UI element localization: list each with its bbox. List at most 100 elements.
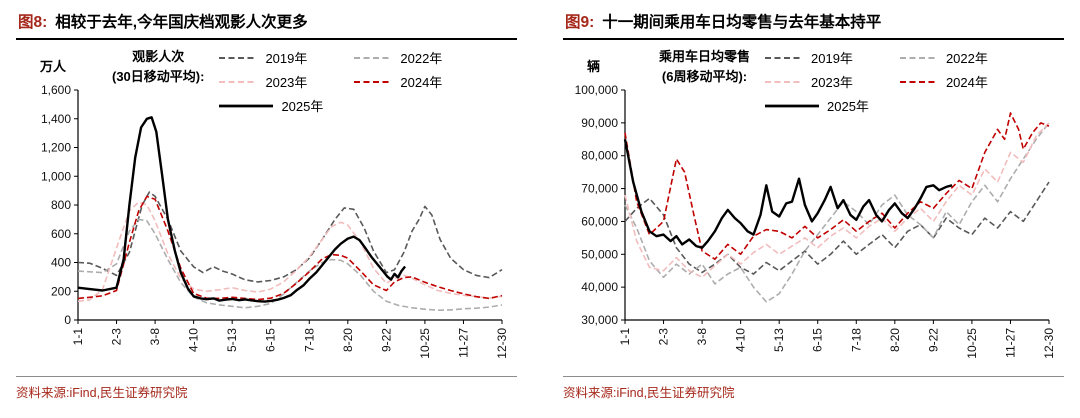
legend-item-2025年: 2025年: [218, 96, 323, 115]
legend-line-sample: [354, 80, 393, 83]
y-tick-label: 60,000: [581, 214, 618, 228]
x-tick-label: 11-27: [456, 328, 470, 358]
legend-line-sample: [219, 56, 258, 59]
legend-label: 2023年: [265, 75, 308, 90]
legend-line-sample: [899, 56, 938, 59]
series-line-2024年: [624, 112, 1050, 260]
legend-label: 2023年: [811, 75, 853, 90]
y-tick-label: 70,000: [581, 182, 618, 196]
x-tick-label: 6-15: [264, 328, 278, 352]
x-tick-label: 5-13: [772, 328, 786, 352]
x-tick-label: 7-18: [302, 328, 316, 352]
legend-item-2022年: 2022年: [899, 48, 988, 67]
figure-title: 十一期间乘用车日均零售与去年基本持平: [602, 14, 882, 31]
y-tick-label: 100,000: [575, 83, 619, 97]
figure-tag: 图8:: [18, 14, 48, 31]
legend-item-2019年: 2019年: [218, 48, 323, 67]
legend-label: 2025年: [281, 99, 324, 114]
x-tick-label: 7-18: [849, 328, 863, 352]
x-tick-label: 5-13: [225, 328, 239, 352]
series-line-2023年: [77, 201, 503, 303]
series-line-2025年: [77, 116, 407, 303]
legend-title-line1: 乘用车日均零售: [659, 49, 751, 64]
x-tick-label: 12-30: [1042, 328, 1056, 359]
x-tick-label: 6-15: [811, 328, 825, 352]
x-tick-label: 9-22: [379, 328, 393, 352]
line-chart-movie-attendance: 0 200 400 600 800 1,000 1,200 1,400 1,600 1-1 2-3 3…: [41, 83, 509, 359]
y-tick-label: 0: [64, 313, 71, 327]
x-tick-label: 8-20: [888, 328, 902, 352]
legend-line-sample: [765, 104, 820, 107]
y-tick-label: 800: [51, 198, 71, 212]
y-tick-label: 90,000: [581, 116, 618, 130]
legend-items: 2019年 2022年 2023年 2024年 2025年: [218, 42, 442, 115]
legend-items: 2019年 2022年 2023年 2024年 2025年: [764, 42, 988, 115]
legend-line-sample: [765, 56, 804, 59]
x-tick-label: 1-1: [71, 328, 85, 346]
series-line-2022年: [77, 218, 503, 311]
legend-item-2023年: 2023年: [218, 72, 323, 91]
y-axis-unit-label: 辆: [587, 59, 601, 74]
legend-line-sample: [354, 56, 393, 59]
legend-label: 2024年: [400, 75, 443, 90]
y-tick-label: 1,600: [41, 83, 71, 97]
x-tick-label: 12-30: [495, 328, 509, 359]
x-tick-label: 10-25: [965, 328, 979, 359]
x-tick-label: 11-27: [1003, 328, 1017, 358]
legend-label: 2024年: [945, 75, 988, 90]
y-tick-label: 40,000: [581, 280, 618, 294]
chart-region: 万人 观影人次 (30日移动平均): 2019年 2022年 2023年 2024年 2…: [16, 42, 517, 374]
legend-item-2025年: 2025年: [764, 96, 869, 115]
y-tick-label: 80,000: [581, 149, 618, 163]
x-tick-label: 10-25: [418, 328, 432, 359]
y-axis-unit-label: 万人: [40, 59, 67, 74]
legend-title-line1: 观影人次: [132, 49, 185, 64]
legend-title: 乘用车日均零售 (6周移动平均):: [659, 42, 750, 87]
chart-legend: 观影人次 (30日移动平均): 2019年 2022年 2023年 2024年 2025…: [112, 42, 442, 115]
legend-label: 2022年: [945, 51, 988, 66]
chart-region: 辆 乘用车日均零售 (6周移动平均): 2019年 2022年 2023年 2024年…: [563, 42, 1064, 374]
x-tick-label: 3-8: [695, 328, 709, 346]
panel-header: 图8: 相较于去年,今年国庆档观影人次更多: [16, 8, 517, 40]
line-chart-car-retail: 30,000 40,000 50,000 60,000 70,000 80,000 90,0…: [575, 83, 1056, 359]
legend-item-2023年: 2023年: [764, 72, 869, 91]
figure-title: 相较于去年,今年国庆档观影人次更多: [55, 14, 308, 31]
series-line-2024年: [77, 195, 503, 301]
legend-line-sample: [219, 104, 274, 107]
chart-panel-movie-attendance: 图8: 相较于去年,今年国庆档观影人次更多 万人 观影人次 (30日移动平均):…: [16, 8, 517, 401]
legend-label: 2025年: [827, 99, 869, 114]
legend-title-line2: (30日移动平均):: [112, 69, 205, 85]
y-tick-label: 600: [51, 227, 71, 241]
series-line-2019年: [624, 181, 1050, 275]
panel-header: 图9: 十一期间乘用车日均零售与去年基本持平: [563, 8, 1064, 40]
x-tick-label: 2-3: [110, 328, 124, 346]
legend-item-2024年: 2024年: [899, 72, 988, 91]
legend-item-2019年: 2019年: [764, 48, 869, 67]
source-note: 资料来源:iFind,民生证券研究院: [16, 376, 517, 401]
series-line-2025年: [623, 139, 953, 249]
series-line-2023年: [624, 122, 1050, 279]
y-tick-label: 50,000: [581, 247, 618, 261]
y-tick-label: 1,400: [41, 112, 71, 126]
chart-panel-car-retail: 图9: 十一期间乘用车日均零售与去年基本持平 辆 乘用车日均零售 (6周移动平均…: [563, 8, 1064, 401]
source-note: 资料来源:iFind,民生证券研究院: [563, 376, 1064, 401]
legend-line-sample: [899, 80, 938, 83]
legend-label: 2019年: [265, 51, 308, 66]
chart-legend: 乘用车日均零售 (6周移动平均): 2019年 2022年 2023年 2024年 20…: [659, 42, 988, 115]
legend-title-line2: (6周移动平均):: [661, 69, 748, 85]
x-tick-label: 4-10: [187, 328, 201, 352]
x-tick-label: 2-3: [657, 328, 671, 346]
figure-tag: 图9:: [565, 14, 595, 31]
x-tick-label: 3-8: [148, 328, 162, 346]
legend-line-sample: [765, 80, 804, 83]
legend-label: 2019年: [811, 51, 853, 66]
report-figures-row: 图8: 相较于去年,今年国庆档观影人次更多 万人 观影人次 (30日移动平均):…: [16, 8, 1064, 401]
x-tick-label: 8-20: [341, 328, 355, 352]
x-tick-label: 1-1: [618, 328, 632, 346]
x-tick-label: 4-10: [734, 328, 748, 352]
legend-line-sample: [219, 80, 258, 83]
legend-label: 2022年: [400, 51, 443, 66]
y-tick-label: 400: [51, 256, 71, 270]
y-tick-label: 1,000: [41, 169, 71, 183]
y-tick-label: 1,200: [41, 141, 71, 155]
